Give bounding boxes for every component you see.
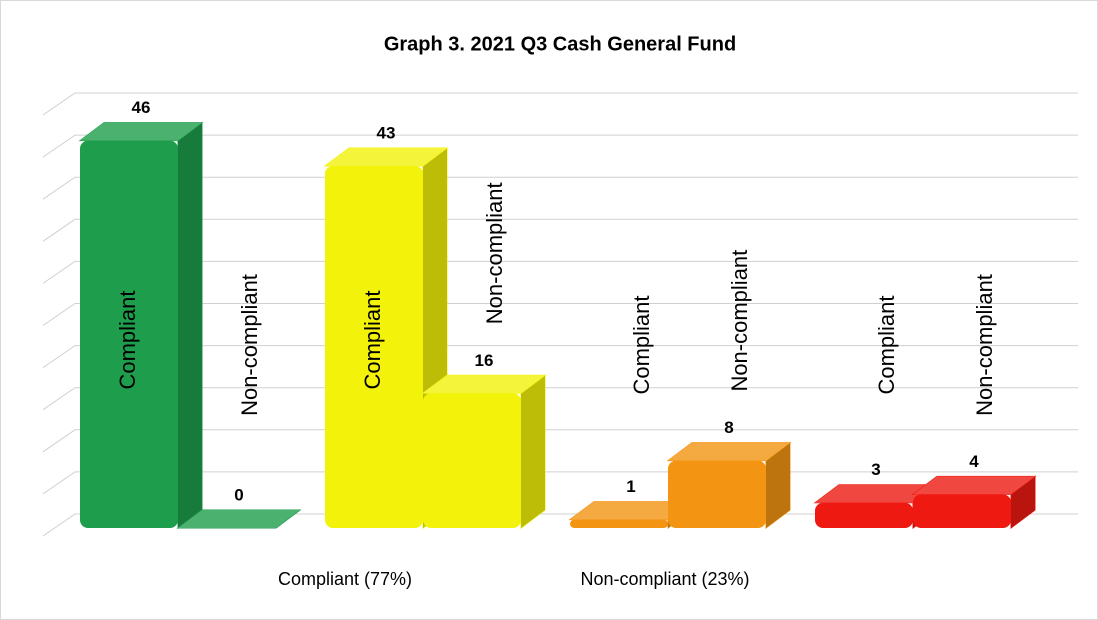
category-label: Compliant — [115, 290, 140, 389]
bar-side-shade — [1011, 476, 1035, 528]
bar — [80, 140, 178, 528]
bar — [570, 519, 668, 528]
bar-top-shade — [668, 442, 790, 461]
bar — [325, 165, 423, 528]
bar-side-shade — [521, 375, 545, 528]
data-label: 1 — [626, 477, 635, 496]
bar-top-shade — [325, 147, 447, 166]
bar-top-shade — [815, 484, 937, 503]
grid-line — [42, 134, 1078, 158]
category-label: Compliant — [874, 295, 899, 394]
bar — [815, 502, 913, 528]
bar-side-shade — [766, 442, 790, 528]
category-label: Non-compliant — [972, 274, 997, 416]
bar-top-shade — [913, 476, 1035, 495]
data-label: 0 — [234, 485, 243, 504]
bar — [668, 460, 766, 528]
category-label: Non-compliant — [727, 250, 752, 392]
bar — [911, 475, 1037, 529]
chart-title: Graph 3. 2021 Q3 Cash General Fund — [384, 33, 736, 55]
grid-line — [42, 218, 1078, 242]
bar — [178, 528, 276, 529]
category-label: Non-compliant — [237, 274, 262, 416]
data-label: 16 — [475, 351, 494, 370]
data-label: 46 — [132, 98, 151, 117]
data-label: 3 — [871, 460, 880, 479]
bar-top-shade — [570, 501, 692, 520]
bar-top-shade — [80, 122, 202, 141]
category-label: Compliant — [360, 290, 385, 389]
bar — [423, 393, 521, 528]
bar — [913, 494, 1011, 528]
grid-line — [42, 176, 1078, 200]
data-label: 4 — [969, 452, 979, 471]
grid-line — [42, 387, 1078, 411]
data-label: 8 — [724, 418, 733, 437]
grid-line — [42, 303, 1078, 326]
bar — [666, 441, 792, 529]
bar — [176, 509, 302, 529]
category-label: Non-compliant — [482, 182, 507, 324]
grid-line — [42, 260, 1078, 284]
bar-top-shade — [423, 375, 545, 394]
category-label: Compliant — [629, 295, 654, 394]
grid-line — [42, 429, 1078, 453]
bar — [421, 374, 547, 529]
group-label: Non-compliant (23%) — [580, 569, 749, 589]
grid-line — [42, 92, 1078, 116]
data-label: 43 — [377, 123, 396, 142]
bar-top-shade — [178, 510, 300, 528]
grid-line — [42, 345, 1078, 369]
bar — [78, 121, 204, 529]
bar-side-shade — [178, 122, 202, 529]
group-label: Compliant (77%) — [278, 569, 412, 589]
